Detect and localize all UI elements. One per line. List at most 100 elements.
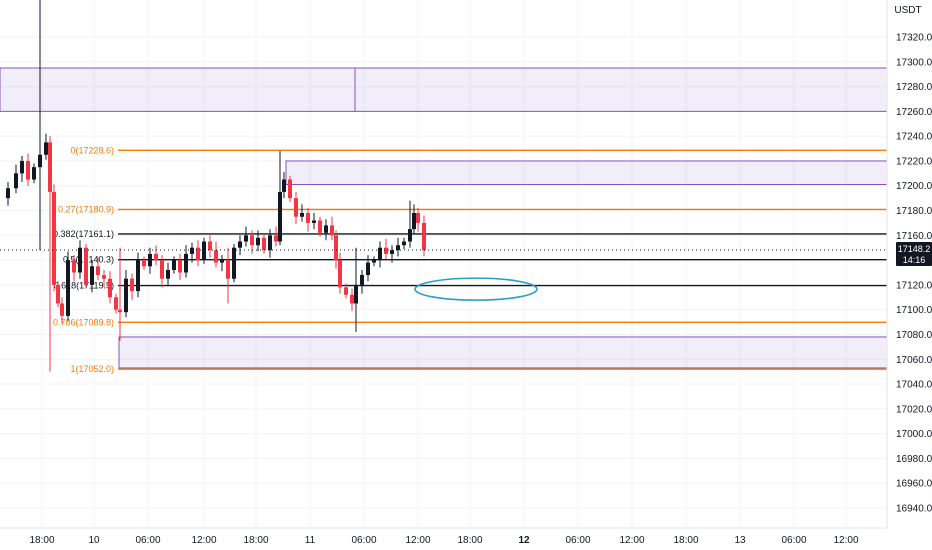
time-tick-label: 18:00: [457, 535, 482, 546]
candle-body: [118, 309, 122, 313]
candle-body: [20, 160, 24, 174]
candle-body: [48, 142, 52, 192]
time-axis[interactable]: 18:00 10 06:00 12:00 18:00 11 06:00 12:00 18:00 1…: [29, 535, 858, 546]
candle-body: [202, 241, 206, 261]
currency-label: USDT: [894, 5, 921, 16]
zone-rect[interactable]: [285, 160, 888, 185]
time-tick-label: 06:00: [135, 535, 160, 546]
candle-body: [262, 237, 266, 251]
current-price-tag-bg: [896, 242, 932, 266]
candle-body: [142, 260, 146, 267]
fib-level-label: 0.5(17140.3): [63, 255, 114, 265]
fib-level-label: 1(17052.0): [70, 364, 114, 374]
fib-retracement[interactable]: 0(17228.6) 0.27(17180.9) 0.382(17161.1) 0.5…: [53, 145, 887, 374]
fib-level-label: 0.382(17161.1): [53, 229, 114, 239]
candle-body: [372, 260, 376, 263]
price-tick-label: 16980.0: [896, 454, 932, 465]
candle-body: [318, 220, 322, 233]
time-tick-label: 13: [734, 535, 746, 546]
candle-body: [214, 250, 218, 263]
candle-body: [60, 303, 64, 316]
time-tick-label: 12:00: [405, 535, 430, 546]
candle-body: [244, 235, 248, 242]
time-tick-label: 18:00: [29, 535, 54, 546]
fib-level-label: 0.27(17180.9): [58, 204, 114, 214]
time-tick-label: 06:00: [351, 535, 376, 546]
candle-body: [154, 253, 158, 261]
price-axis[interactable]: 17320.0 17300.0 17280.0 17260.0 17240.0 17220…: [896, 33, 932, 515]
candle-body: [78, 247, 82, 273]
time-tick-label: 12: [518, 535, 530, 546]
candle-body: [184, 253, 188, 273]
candle-body: [6, 188, 10, 199]
candle-body: [344, 287, 348, 295]
highlight-ellipse[interactable]: [414, 277, 538, 301]
candle-body: [160, 260, 164, 279]
time-tick-label: 11: [305, 535, 316, 546]
price-tick-label: 17080.0: [896, 330, 932, 341]
fib-level-label: 0(17228.6): [70, 145, 114, 155]
fib-level-label: 0.786(17089.8): [53, 317, 114, 327]
time-tick-label: 06:00: [781, 535, 806, 546]
candle-body: [114, 297, 118, 310]
candle-body: [312, 220, 316, 223]
candle-body: [130, 278, 134, 292]
candle-body: [390, 250, 394, 254]
candle-body: [190, 247, 194, 254]
candle-body: [306, 213, 310, 223]
candle-body: [26, 160, 30, 180]
candle-body: [330, 225, 334, 236]
time-tick-label: 10: [88, 535, 100, 546]
candle-body: [32, 167, 36, 180]
price-tick-label: 17100.0: [896, 305, 932, 316]
candle-body: [396, 245, 400, 251]
candle-body: [360, 274, 364, 285]
candle-body: [148, 253, 152, 267]
price-tick-label: 17020.0: [896, 404, 932, 415]
price-tick-label: 16960.0: [896, 479, 932, 490]
current-price-tag: 17148.2 14:16: [896, 242, 932, 266]
candle-body: [294, 198, 298, 217]
price-tick-label: 17160.0: [896, 231, 932, 242]
candle-body: [14, 173, 18, 189]
candle-body: [354, 284, 358, 304]
price-tick-label: 17040.0: [896, 380, 932, 391]
candle-body: [52, 191, 56, 285]
price-tick-label: 17180.0: [896, 206, 932, 217]
candle-body: [220, 260, 224, 263]
price-tick-label: 17200.0: [896, 181, 932, 192]
annotations-layer: [0, 249, 887, 301]
time-tick-label: 12:00: [191, 535, 216, 546]
zone-rect[interactable]: [118, 336, 888, 369]
candle-body: [166, 270, 170, 279]
candle-body: [366, 262, 370, 275]
price-tick-label: 17060.0: [896, 355, 932, 366]
candle-body: [136, 260, 140, 292]
candle-body: [378, 247, 382, 261]
candle-body: [38, 154, 42, 168]
zone-rect[interactable]: [0, 67, 888, 112]
candle-body: [282, 179, 286, 192]
candle-body: [408, 229, 412, 242]
candle-body: [274, 235, 278, 242]
candle-body: [338, 260, 342, 288]
candle-body: [172, 260, 176, 271]
candle-body: [196, 247, 200, 261]
time-tick-label: 18:00: [673, 535, 698, 546]
candles-layer: [6, 0, 426, 372]
candle-body: [90, 266, 94, 285]
candle-body: [226, 260, 230, 279]
price-tick-label: 17320.0: [896, 33, 932, 44]
candle-body: [44, 142, 48, 155]
candle-body: [402, 241, 406, 246]
countdown-timer: 14:16: [903, 255, 926, 265]
candle-body: [412, 213, 416, 230]
candle-body: [66, 260, 70, 316]
candle-body: [84, 247, 88, 285]
time-tick-label: 18:00: [243, 535, 268, 546]
time-tick-label: 06:00: [565, 535, 590, 546]
candle-body: [416, 213, 420, 223]
price-tick-label: 17220.0: [896, 156, 932, 167]
